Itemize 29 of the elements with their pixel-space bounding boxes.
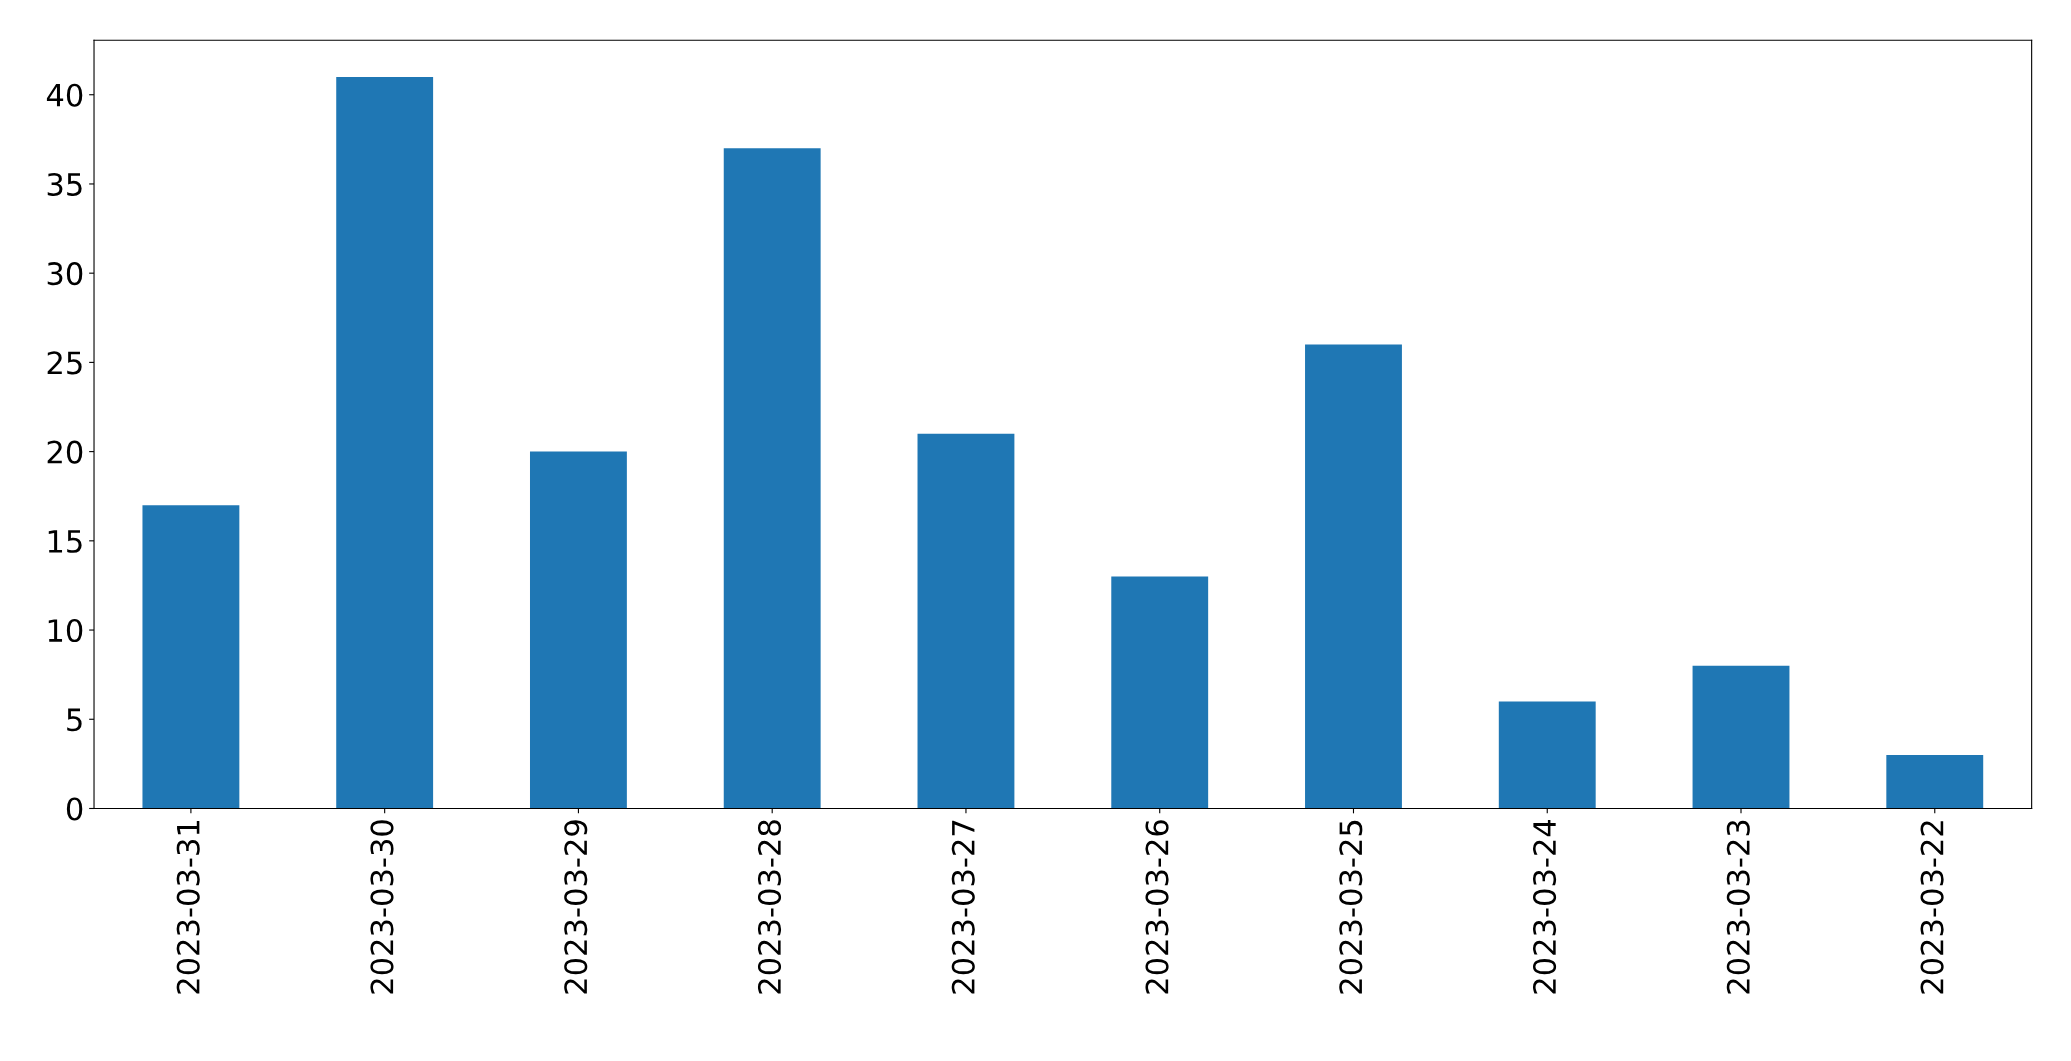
- x-tick-label: 2023-03-26: [1145, 820, 1169, 994]
- bar: [142, 505, 240, 809]
- y-tick-label: 30: [47, 262, 83, 286]
- y-tick-label: 40: [46, 83, 83, 107]
- x-tick-label: 2023-03-28: [757, 820, 782, 994]
- y-tick-label: 5: [67, 708, 82, 732]
- x-tick-label: 2023-03-25: [1339, 820, 1363, 994]
- x-tick-label: 2023-03-31: [176, 821, 200, 994]
- bar: [917, 433, 1015, 809]
- bar: [1305, 344, 1402, 809]
- y-tick-label: 25: [47, 351, 82, 375]
- x-tick-label: 2023-03-30: [370, 820, 394, 994]
- bar: [723, 148, 821, 809]
- y-tick-label: 20: [47, 440, 83, 464]
- y-tick-label: 0: [66, 797, 83, 821]
- bar: [1111, 576, 1209, 809]
- y-tick-label: 15: [48, 530, 82, 553]
- bar: [336, 76, 434, 809]
- bar: [1498, 701, 1596, 809]
- x-tick-label: 2023-03-27: [951, 820, 975, 994]
- bar: [1886, 754, 1984, 809]
- x-tick-label: 2023-03-24: [1533, 819, 1557, 994]
- bar: [529, 451, 627, 809]
- y-tick-label: 10: [48, 618, 83, 643]
- bar: [1692, 665, 1790, 809]
- x-tick-label: 2023-03-29: [564, 820, 588, 994]
- x-tick-label: 2023-03-23: [1726, 820, 1750, 994]
- x-tick-label: 2023-03-22: [1920, 821, 1944, 994]
- y-tick-label: 35: [47, 172, 82, 196]
